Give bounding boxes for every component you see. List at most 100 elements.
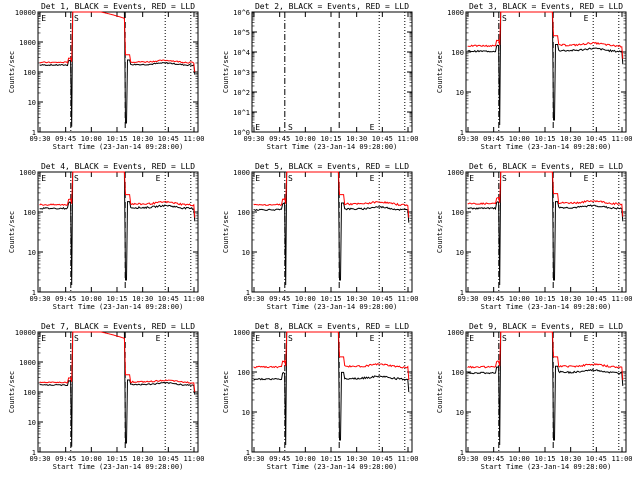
- y-tick-label: 10: [28, 419, 36, 427]
- series-events: [467, 11, 624, 126]
- y-tick-label: 10: [28, 249, 36, 257]
- x-tick-label: 10:45: [586, 295, 607, 303]
- y-tick-label: 100: [451, 49, 464, 57]
- series-events: [253, 171, 410, 286]
- y-axis-label: Counts/sec: [222, 51, 230, 93]
- x-tick-label: 09:30: [457, 135, 478, 143]
- y-tick-label: 1000: [447, 9, 464, 17]
- panel-title: Det 7, BLACK = Events, RED = LLD: [41, 322, 195, 331]
- panel-title: Det 1, BLACK = Events, RED = LLD: [41, 2, 195, 11]
- x-axis-label: Start Time (23-Jan-14 09:28:00): [267, 303, 398, 311]
- series-lld: [253, 331, 410, 381]
- marker-label: E: [41, 14, 46, 23]
- x-tick-label: 10:45: [158, 455, 179, 463]
- x-tick-label: 11:00: [611, 455, 632, 463]
- x-tick-label: 10:15: [106, 455, 127, 463]
- x-tick-label: 10:30: [346, 135, 367, 143]
- marker-label: E: [370, 334, 375, 343]
- series-lld: [467, 11, 624, 59]
- y-tick-label: 10: [242, 409, 250, 417]
- marker-label: E: [255, 174, 260, 183]
- x-tick-label: 11:00: [183, 455, 204, 463]
- y-tick-label: 10: [28, 99, 36, 107]
- plot-frame: [465, 331, 627, 453]
- y-axis-label: Counts/sec: [436, 211, 444, 253]
- marker-label: S: [74, 334, 79, 343]
- x-tick-label: 09:45: [55, 295, 76, 303]
- y-tick-label: 100: [23, 69, 36, 77]
- marker-label: E: [41, 334, 46, 343]
- panel-title: Det 2, BLACK = Events, RED = LLD: [255, 2, 409, 11]
- x-tick-label: 10:00: [81, 455, 102, 463]
- x-tick-label: 10:45: [372, 135, 393, 143]
- y-tick-label: 1: [32, 129, 36, 137]
- y-tick-label: 10^3: [233, 69, 250, 77]
- x-tick-label: 10:30: [560, 135, 581, 143]
- x-axis-label: Start Time (23-Jan-14 09:28:00): [53, 303, 184, 311]
- x-tick-label: 09:30: [243, 135, 264, 143]
- y-tick-label: 10^5: [233, 29, 250, 37]
- y-tick-label: 10: [456, 89, 464, 97]
- x-tick-label: 10:45: [158, 135, 179, 143]
- x-tick-label: 10:15: [534, 295, 555, 303]
- panel-det-4: Det 4, BLACK = Events, RED = LLD 1 10 100 10…: [8, 162, 205, 311]
- series-events: [467, 331, 624, 446]
- x-tick-label: 10:30: [346, 455, 367, 463]
- panel-title: Det 8, BLACK = Events, RED = LLD: [255, 322, 409, 331]
- series-events: [39, 171, 196, 286]
- y-axis-label: Counts/sec: [8, 371, 16, 413]
- y-tick-label: 1: [246, 289, 250, 297]
- panel-det-3: Det 3, BLACK = Events, RED = LLD 1 10 100 10…: [436, 2, 633, 151]
- plot-frame: [37, 11, 199, 133]
- x-axis-label: Start Time (23-Jan-14 09:28:00): [53, 463, 184, 471]
- y-tick-label: 1: [32, 449, 36, 457]
- x-tick-label: 09:45: [269, 295, 290, 303]
- marker-label: S: [502, 14, 507, 23]
- x-tick-label: 09:45: [483, 135, 504, 143]
- plot-frame: [465, 171, 627, 293]
- x-tick-label: 10:00: [509, 455, 530, 463]
- y-tick-label: 1000: [447, 329, 464, 337]
- y-tick-label: 10^0: [233, 129, 250, 137]
- plot-frame: [37, 331, 199, 453]
- y-tick-label: 1000: [19, 359, 36, 367]
- x-tick-label: 09:45: [55, 135, 76, 143]
- y-tick-label: 10: [456, 409, 464, 417]
- marker-label: E: [370, 174, 375, 183]
- series-lld: [39, 11, 196, 73]
- x-tick-label: 11:00: [397, 135, 418, 143]
- marker-label: E: [156, 174, 161, 183]
- x-tick-label: 10:15: [534, 135, 555, 143]
- series-lld: [39, 171, 196, 218]
- panel-det-8: Det 8, BLACK = Events, RED = LLD 1 10 100 10…: [222, 322, 419, 471]
- x-tick-label: 09:30: [457, 295, 478, 303]
- y-tick-label: 1: [32, 289, 36, 297]
- x-tick-label: 10:15: [106, 135, 127, 143]
- panel-det-5: Det 5, BLACK = Events, RED = LLD 1 10 100 10…: [222, 162, 419, 311]
- x-tick-label: 09:45: [483, 295, 504, 303]
- x-tick-label: 10:30: [346, 295, 367, 303]
- panel-title: Det 3, BLACK = Events, RED = LLD: [469, 2, 623, 11]
- y-tick-label: 1: [460, 449, 464, 457]
- y-tick-label: 1000: [233, 329, 250, 337]
- x-tick-label: 10:30: [132, 295, 153, 303]
- y-tick-label: 10000: [15, 9, 36, 17]
- y-tick-label: 10^1: [233, 109, 250, 117]
- y-axis-label: Counts/sec: [222, 211, 230, 253]
- x-tick-label: 10:00: [81, 295, 102, 303]
- x-tick-label: 09:30: [29, 295, 50, 303]
- panel-det-9: Det 9, BLACK = Events, RED = LLD 1 10 100 10…: [436, 322, 633, 471]
- x-tick-label: 09:30: [243, 295, 264, 303]
- y-tick-label: 1: [460, 129, 464, 137]
- x-tick-label: 11:00: [397, 295, 418, 303]
- marker-label: E: [584, 14, 589, 23]
- x-tick-label: 09:45: [269, 135, 290, 143]
- y-axis-label: Counts/sec: [222, 371, 230, 413]
- series-lld: [467, 171, 624, 217]
- y-tick-label: 100: [451, 209, 464, 217]
- x-tick-label: 11:00: [183, 295, 204, 303]
- x-tick-label: 09:30: [29, 135, 50, 143]
- marker-label: E: [469, 334, 474, 343]
- x-tick-label: 10:00: [81, 135, 102, 143]
